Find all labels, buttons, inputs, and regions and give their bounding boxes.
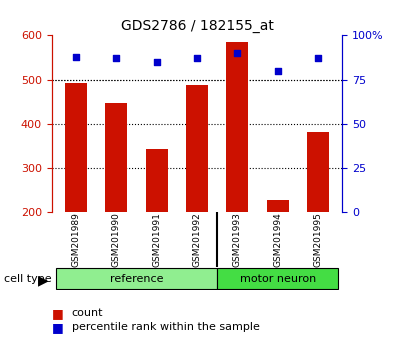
Point <box>234 50 240 56</box>
Bar <box>267 200 289 212</box>
Text: GSM201991: GSM201991 <box>152 212 161 267</box>
Point <box>113 56 119 61</box>
Text: ▶: ▶ <box>38 274 49 287</box>
Bar <box>56 268 217 289</box>
Bar <box>105 103 127 212</box>
Bar <box>217 268 338 289</box>
Text: GSM201990: GSM201990 <box>112 212 121 267</box>
Point <box>275 68 281 74</box>
Bar <box>307 132 329 212</box>
Text: GSM201993: GSM201993 <box>233 212 242 267</box>
Text: count: count <box>72 308 103 318</box>
Point <box>73 54 79 59</box>
Bar <box>146 149 168 212</box>
Text: percentile rank within the sample: percentile rank within the sample <box>72 322 259 332</box>
Text: ■: ■ <box>52 321 64 334</box>
Bar <box>226 42 248 212</box>
Text: GSM201989: GSM201989 <box>72 212 80 267</box>
Text: GSM201995: GSM201995 <box>314 212 322 267</box>
Bar <box>65 83 87 212</box>
Point <box>315 56 321 61</box>
Point <box>194 56 200 61</box>
Bar <box>186 85 208 212</box>
Text: ■: ■ <box>52 307 64 320</box>
Text: reference: reference <box>110 274 163 284</box>
Point <box>154 59 160 65</box>
Title: GDS2786 / 182155_at: GDS2786 / 182155_at <box>121 19 273 33</box>
Text: GSM201992: GSM201992 <box>193 212 201 267</box>
Text: motor neuron: motor neuron <box>240 274 316 284</box>
Text: cell type: cell type <box>4 274 52 284</box>
Text: GSM201994: GSM201994 <box>273 212 282 267</box>
